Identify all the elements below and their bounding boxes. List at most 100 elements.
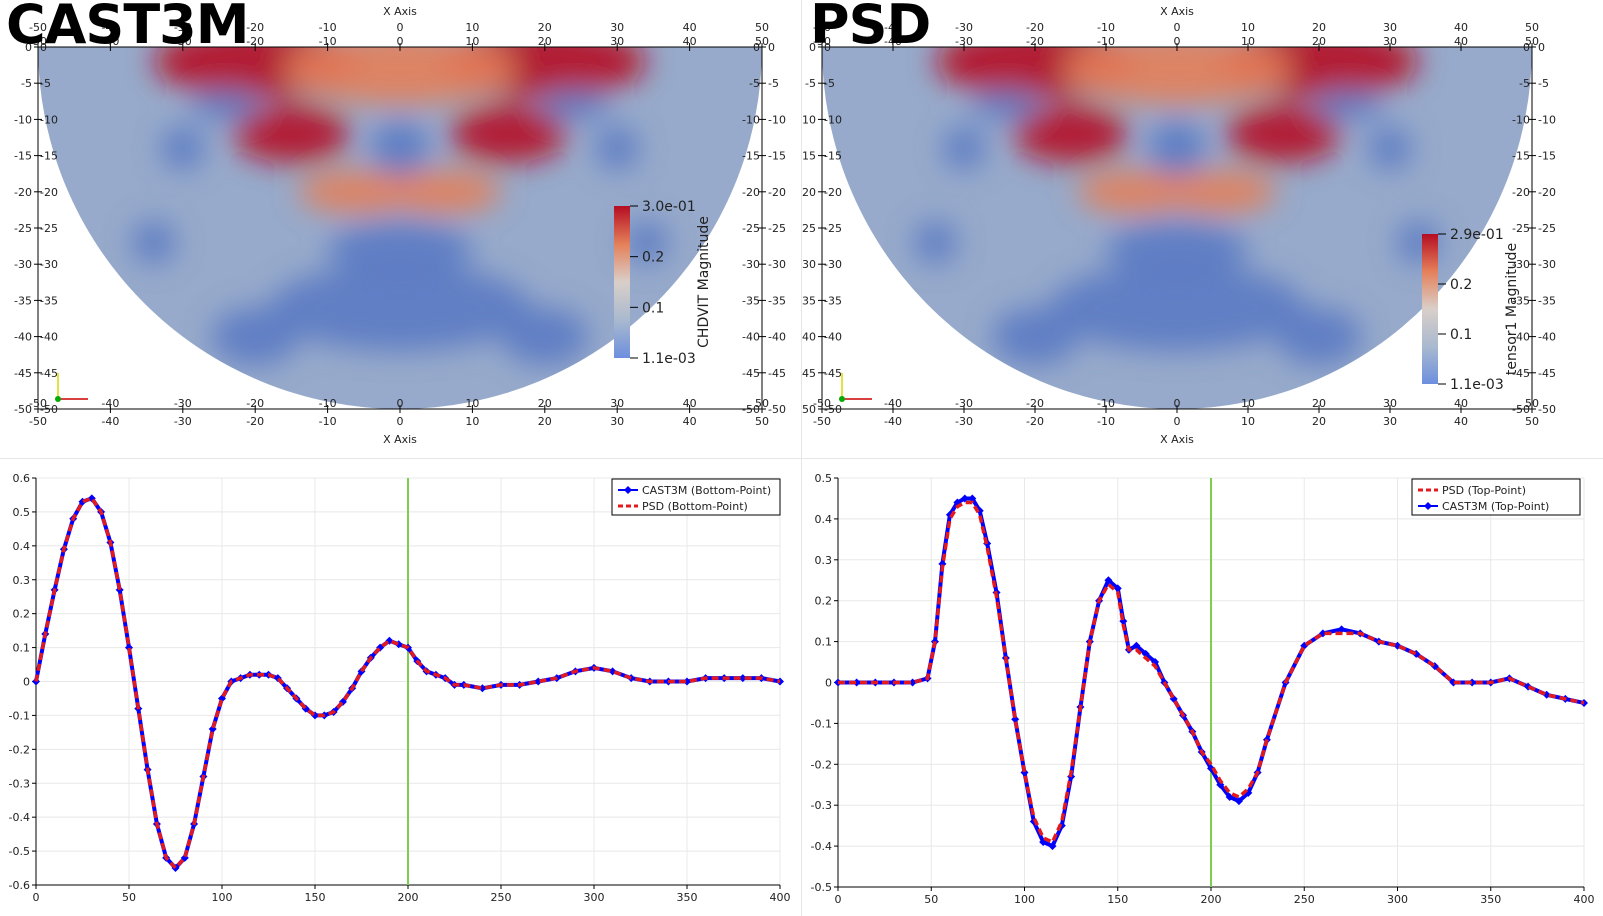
y-tick-label: -35 <box>768 294 786 307</box>
x-tick-label: -20 <box>246 35 264 48</box>
field-blob <box>161 126 205 171</box>
top-point-chart-view[interactable]: 0 50 100 150 200 250 300 350 400 0.5 0.4 0.3 0.2 0.1 0… <box>802 459 1603 916</box>
x-tick-label: 20 <box>538 35 552 48</box>
y-tick-label: -5 <box>824 77 835 90</box>
field-blob <box>1077 170 1192 214</box>
data-point <box>1225 793 1234 802</box>
x-tick-label: -40 <box>101 35 119 48</box>
y-tick-label: -20 <box>742 186 760 199</box>
x-tick-label: -10 <box>1097 397 1115 410</box>
bottom-point-chart[interactable]: 0 50 100 150 200 250 300 350 400 0.6 0.5 0.4 0.3 0.2 0… <box>0 459 800 916</box>
x-tick-label: 150 <box>305 891 326 904</box>
y-tick-label: -15 <box>1538 150 1556 163</box>
y-tick-label: -5 <box>21 77 32 90</box>
y-tick-label: -45 <box>742 367 760 380</box>
series-1 <box>34 496 781 871</box>
y-tick-label: -35 <box>14 294 32 307</box>
y-tick-label: -25 <box>1512 222 1530 235</box>
x-tick-label: 0 <box>1174 21 1181 34</box>
x-tick-label: 350 <box>1480 893 1501 906</box>
colorbar-label: 1.1e-03 <box>1450 377 1504 393</box>
y-tick-label: -30 <box>824 258 842 271</box>
y-tick-label: -45 <box>802 367 816 380</box>
y-tick-label: -30 <box>742 258 760 271</box>
data-point <box>975 506 984 515</box>
x-tick-label: 20 <box>538 21 552 34</box>
x-tick-label: 20 <box>538 397 552 410</box>
data-point <box>945 510 954 519</box>
data-point <box>87 494 96 503</box>
legend-label: CAST3M (Top-Point) <box>1442 500 1549 513</box>
colorbar <box>1422 233 1446 385</box>
bottom-point-chart-view[interactable]: 0 50 100 150 200 250 300 350 400 0.6 0.5 0.4 0.3 0.2 0… <box>0 459 800 916</box>
field-blob <box>132 220 176 265</box>
y-tick-label: 0.3 <box>815 554 833 567</box>
view-divider-horizontal[interactable] <box>0 458 1603 459</box>
y-tick-label: -40 <box>1512 331 1530 344</box>
x-tick-label: 20 <box>1312 397 1326 410</box>
x-tick-label: -30 <box>955 21 973 34</box>
y-tick-label: -0.1 <box>811 717 832 730</box>
y-tick-label: -25 <box>14 222 32 235</box>
y-tick-label: -40 <box>742 331 760 344</box>
y-tick-label: -5 <box>1519 77 1530 90</box>
x-tick-label: 0 <box>397 397 404 410</box>
y-tick-label: 0.4 <box>13 540 31 553</box>
y-tick-label: 0 <box>1538 41 1545 54</box>
x-tick-label: 400 <box>1574 893 1595 906</box>
y-tick-label: -45 <box>14 367 32 380</box>
x-tick-label: 200 <box>398 891 419 904</box>
data-point <box>478 684 487 693</box>
x-tick-label: 0 <box>835 893 842 906</box>
cast3m-field-canvas[interactable]: -50-50-50-50-40-40-40-40-30-30-30-30-20-… <box>0 0 800 458</box>
chart-legend <box>1411 478 1581 516</box>
field-blob <box>1226 104 1341 163</box>
colorbar-gradient <box>1422 234 1438 384</box>
legend-label: PSD (Top-Point) <box>1442 484 1526 497</box>
data-point <box>1449 678 1458 687</box>
x-tick-label: -30 <box>174 415 192 428</box>
y-tick-label: -0.4 <box>811 840 832 853</box>
top-point-chart[interactable]: 0 50 100 150 200 250 300 350 400 0.5 0.4 0.3 0.2 0.1 0… <box>802 459 1603 916</box>
data-point <box>1011 715 1020 724</box>
data-point <box>738 674 747 683</box>
x-tick-label: -40 <box>884 35 902 48</box>
x-tick-label: -30 <box>174 35 192 48</box>
y-tick-label: 0.5 <box>815 472 833 485</box>
x-tick-label: 250 <box>491 891 512 904</box>
axes-grid <box>818 43 1536 413</box>
y-tick-label: -30 <box>802 258 816 271</box>
y-tick-label: 0.3 <box>13 574 31 587</box>
x-tick-label: 30 <box>1383 397 1397 410</box>
psd-field-view[interactable]: -50 -50 -50 -50 -40 -40 -40 -40 -30 -30 -30 -30 -20-… <box>802 0 1603 458</box>
field-blob <box>385 170 502 214</box>
x-tick-label: 30 <box>1383 35 1397 48</box>
x-tick-label: -10 <box>319 397 337 410</box>
x-tick-label: -50 <box>813 397 831 410</box>
field-blob <box>190 90 263 120</box>
chart-legend <box>611 478 781 516</box>
field-blobs <box>914 47 1440 366</box>
legend-box <box>1411 478 1581 516</box>
x-tick-label: 0 <box>1174 415 1181 428</box>
field-blob <box>298 170 415 214</box>
y-tick-label: -0.5 <box>811 881 832 894</box>
field-blob <box>1311 90 1383 120</box>
x-axis-title: X Axis <box>383 5 417 18</box>
y-tick-label: -45 <box>768 367 786 380</box>
psd-field-canvas[interactable]: -50-50-50-50-40-40-40-40-30-30-30-30-20-… <box>802 0 1603 458</box>
y-tick-label: -45 <box>1512 367 1530 380</box>
y-tick-label: -45 <box>1538 367 1556 380</box>
series-line <box>838 500 1585 845</box>
legend-label: CAST3M (Bottom-Point) <box>642 484 771 497</box>
x-tick-label: 400 <box>770 891 791 904</box>
cast3m-field-view[interactable]: -50 -50 -50 -50 -40 -40 -40 -40 -30 -30 -30 -30 -20-… <box>0 0 800 458</box>
field-blob <box>1162 170 1277 214</box>
x-tick-label: 10 <box>1241 415 1255 428</box>
field-blob <box>1106 220 1248 279</box>
x-tick-label: -50 <box>29 35 47 48</box>
y-tick-label: -0.3 <box>9 777 30 790</box>
x-tick-label: 50 <box>755 397 769 410</box>
colorbar <box>614 205 638 359</box>
y-tick-label: -30 <box>40 258 58 271</box>
